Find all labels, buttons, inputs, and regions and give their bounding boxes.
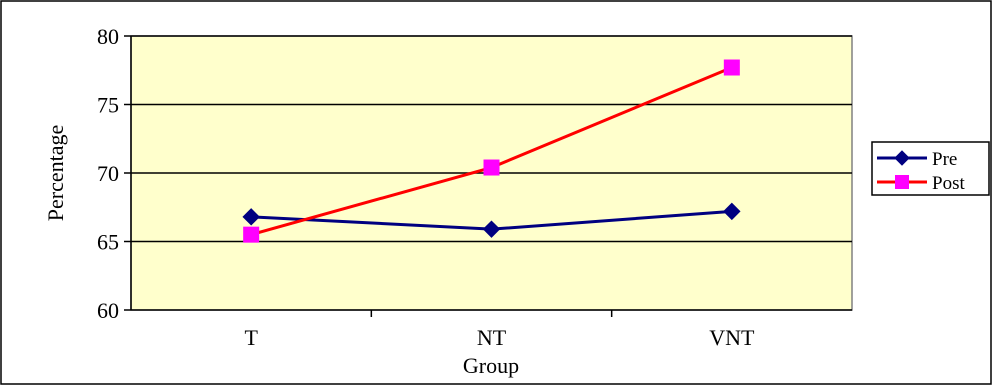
- legend-label-post: Post: [932, 173, 965, 194]
- legend-label-pre: Pre: [932, 149, 957, 170]
- series-pre: [242, 202, 741, 238]
- legend-item-pre: Pre: [877, 149, 957, 170]
- legend-marker-post: [895, 175, 909, 189]
- point-pre-vnt: [723, 202, 741, 221]
- point-post-vnt: [723, 59, 740, 76]
- point-pre-t: [242, 208, 260, 226]
- x-axis-title: Group: [463, 353, 519, 378]
- y-tick-label-75: 75: [97, 93, 119, 118]
- legend-marker-pre: [894, 150, 910, 166]
- legend: Pre Post: [871, 141, 990, 196]
- x-tick-label-NT: NT: [477, 325, 507, 350]
- x-tick-label-T: T: [244, 325, 258, 350]
- legend-item-post: Post: [877, 173, 965, 194]
- legend-box: [871, 141, 990, 196]
- axes: [124, 35, 852, 317]
- point-post-nt: [483, 159, 500, 176]
- y-tick-label-70: 70: [97, 161, 119, 186]
- x-tick-label-VNT: VNT: [709, 325, 755, 350]
- series-post: [243, 59, 740, 243]
- y-tick-label-60: 60: [97, 298, 119, 323]
- y-tick-labels: 60 65 70 75 80: [97, 24, 119, 323]
- y-tick-label-65: 65: [97, 230, 119, 255]
- y-axis-title: Percentage: [43, 125, 68, 222]
- y-tick-label-80: 80: [97, 24, 119, 49]
- point-pre-nt: [482, 220, 501, 238]
- x-tick-labels: T NT VNT: [244, 325, 755, 350]
- series: [242, 59, 741, 243]
- point-post-t: [243, 226, 260, 243]
